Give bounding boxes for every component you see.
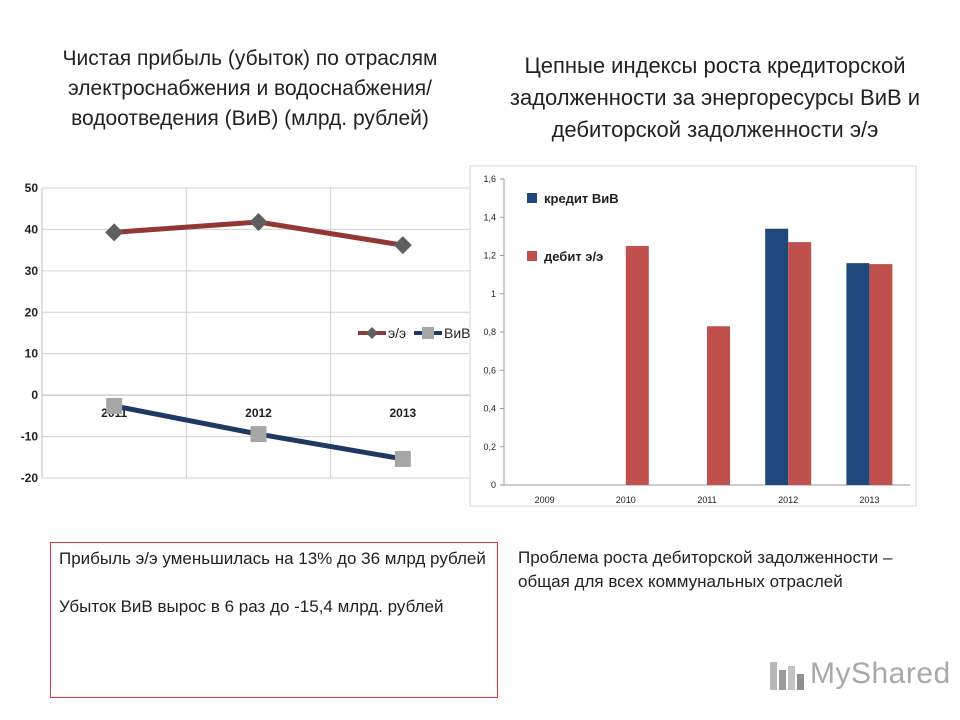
bar-chart-y-tick-labels: 1,6 1,4 1,2 1 0,8 0,6 0,4 0,2 0	[483, 174, 496, 490]
line-y-tick-label: 50	[25, 181, 39, 195]
bar-kredit-viv-2013	[846, 263, 870, 485]
bar-y-tick-label: 0,6	[483, 365, 496, 375]
bar-chart-x-tick-labels: 2009 2010 2011 2012 2013	[535, 495, 880, 505]
bar-y-tick-label: 1	[491, 289, 496, 299]
bar-debit-ee-2012	[788, 242, 812, 485]
line-chart-series	[105, 212, 412, 467]
line-y-tick-label: 30	[25, 264, 39, 278]
bar-legend-label-1: кредит ВиВ	[544, 191, 619, 206]
line-point-square	[394, 450, 411, 467]
bar-y-tick-label: 0,4	[483, 404, 496, 414]
bar-x-tick-label: 2012	[778, 495, 798, 505]
bar-x-tick-label: 2013	[859, 495, 879, 505]
logo-bars-icon	[770, 662, 804, 690]
bar-y-tick-label: 1,2	[483, 251, 496, 261]
bar-x-tick-label: 2009	[535, 495, 555, 505]
left-note-box: Прибыль э/э уменьшилась на 13% до 36 млр…	[50, 542, 498, 698]
bar-chart-bars	[625, 228, 893, 485]
line-chart-legend: э/э ВиВ	[358, 325, 471, 341]
line-point-diamond	[393, 236, 412, 255]
bar-chart-frame	[469, 165, 917, 507]
bar-debit-ee-2013	[869, 264, 893, 485]
note-profit-ee: Прибыль э/э уменьшилась на 13% до 36 млр…	[59, 549, 486, 568]
bar-y-tick-label: 0	[491, 480, 496, 490]
bar-y-tick-label: 1,4	[483, 212, 496, 222]
myshared-logo: MyShared	[768, 656, 951, 692]
legend-ee-label: э/э	[388, 325, 406, 341]
legend-ee-marker	[366, 327, 378, 339]
index-bar-chart: 1,6 1,4 1,2 1 0,8 0,6 0,4 0,2 0 2009 2010 2011 2012…	[469, 165, 917, 507]
legend-viv-marker	[422, 327, 434, 339]
line-point-square	[106, 397, 123, 414]
logo-text: MyShared	[810, 657, 951, 690]
right-note: Проблема роста дебиторской задолженности…	[518, 548, 893, 591]
line-y-tick-label: 0	[31, 388, 38, 402]
bar-x-tick-label: 2010	[616, 495, 636, 505]
line-chart-y-tick-labels: 50 40 30 20 10 0 -10 -20	[21, 181, 39, 485]
bar-debit-ee-2011	[707, 326, 730, 485]
line-y-tick-label: 40	[25, 222, 39, 236]
line-x-tick-label: 2012	[245, 406, 272, 420]
note-loss-viv: Убыток ВиВ вырос в 6 раз до -15,4 млрд. …	[59, 597, 444, 616]
right-chart-title: Цепные индексы роста кредиторской задолж…	[509, 53, 921, 142]
line-x-tick-label: 2013	[389, 406, 416, 420]
bar-y-tick-label: 1,6	[483, 174, 496, 184]
line-y-tick-label: -20	[21, 471, 39, 485]
line-y-tick-label: 20	[25, 305, 39, 319]
bar-debit-ee-2010	[625, 245, 649, 485]
line-point-diamond	[105, 223, 124, 242]
line-point-square	[250, 426, 267, 443]
line-y-tick-label: -10	[21, 430, 39, 444]
bar-y-tick-label: 0,8	[483, 327, 496, 337]
bar-legend-label-2: дебит э/э	[544, 249, 603, 264]
line-y-tick-label: 10	[25, 347, 39, 361]
bar-legend-swatch-1	[527, 193, 537, 203]
bar-y-tick-label: 0,2	[483, 442, 496, 452]
bar-kredit-viv-2012	[765, 228, 789, 485]
line-point-diamond	[249, 212, 268, 231]
legend-viv-label: ВиВ	[444, 325, 471, 341]
bar-legend-swatch-2	[527, 251, 537, 261]
bar-x-tick-label: 2011	[697, 495, 716, 505]
left-chart-title: Чистая прибыль (убыток) по отраслям элек…	[62, 47, 438, 130]
bar-chart-legend: кредит ВиВ дебит э/э	[527, 191, 619, 264]
